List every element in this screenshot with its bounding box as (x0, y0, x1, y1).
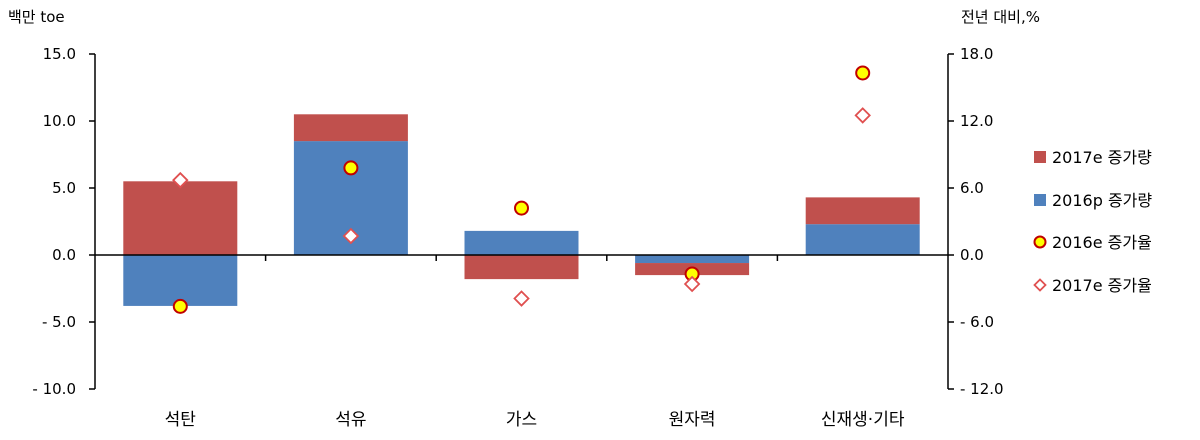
right-tick-label: - 12.0 (960, 380, 1004, 398)
left-tick-label: 10.0 (43, 112, 76, 130)
left-axis-unit: 백만 toe (8, 8, 65, 26)
legend-swatch-1 (1034, 194, 1046, 206)
right-tick-label: 18.0 (960, 45, 993, 63)
legend-label-2: 2016e 증가율 (1052, 233, 1152, 252)
bars-layer (123, 114, 920, 306)
marker-2016e-0 (172, 298, 188, 314)
markers-layer (172, 65, 871, 314)
category-label-1: 석유 (335, 410, 366, 430)
marker-2016e-2 (514, 200, 529, 216)
right-axis-unit: 전년 대비,% (961, 8, 1040, 26)
category-label-3: 원자력 (669, 410, 716, 430)
legend-swatch-0 (1034, 151, 1046, 163)
right-tick-label: 0.0 (960, 246, 984, 264)
marker-2017e-0 (172, 171, 189, 189)
marker-2016e-1 (343, 160, 359, 176)
legend-label-3: 2017e 증가율 (1052, 276, 1152, 295)
legend-swatch-2 (1033, 235, 1047, 249)
left-tick-label: - 5.0 (42, 313, 76, 331)
bar-2016p-0 (123, 255, 238, 306)
marker-2017e-4 (854, 107, 871, 124)
right-tick-label: 12.0 (960, 112, 993, 130)
left-tick-label: 15.0 (43, 45, 76, 63)
bar-2016p-3 (635, 255, 750, 264)
legend-label-0: 2017e 증가량 (1052, 148, 1152, 167)
marker-2017e-3 (683, 275, 701, 293)
marker-2017e-1 (342, 227, 360, 245)
bar-2017e-1 (293, 114, 408, 142)
bar-2017e-4 (805, 197, 920, 225)
bar-2017e-2 (464, 255, 579, 280)
right-tick-label: 6.0 (960, 179, 984, 197)
left-tick-label: 5.0 (52, 179, 76, 197)
category-labels: 석탄 석유 가스 원자력 신재생·기타 (165, 410, 905, 430)
category-label-4: 신재생·기타 (821, 410, 905, 430)
category-label-0: 석탄 (165, 410, 197, 430)
marker-2017e-2 (513, 290, 530, 307)
legend: 2017e 증가량 2016p 증가량 2016e 증가율 2017e 증가율 (1033, 148, 1152, 295)
category-label-2: 가스 (506, 410, 537, 430)
legend-swatch-3 (1033, 278, 1047, 292)
left-tick-label: 0.0 (52, 246, 76, 264)
marker-2016e-4 (855, 65, 871, 81)
bar-2017e-0 (123, 181, 238, 255)
ticks-layer: 15.0 10.0 5.0 0.0 - 5.0 - 10.0 18.0 12.0 6.0 0.0 -… (32, 45, 1003, 398)
right-tick-label: - 6.0 (960, 313, 994, 331)
legend-label-1: 2016p 증가량 (1052, 191, 1152, 210)
axes-layer (94, 54, 949, 389)
left-tick-label: - 10.0 (32, 380, 76, 398)
bar-2016p-4 (805, 224, 920, 255)
bar-2016p-2 (464, 230, 579, 255)
